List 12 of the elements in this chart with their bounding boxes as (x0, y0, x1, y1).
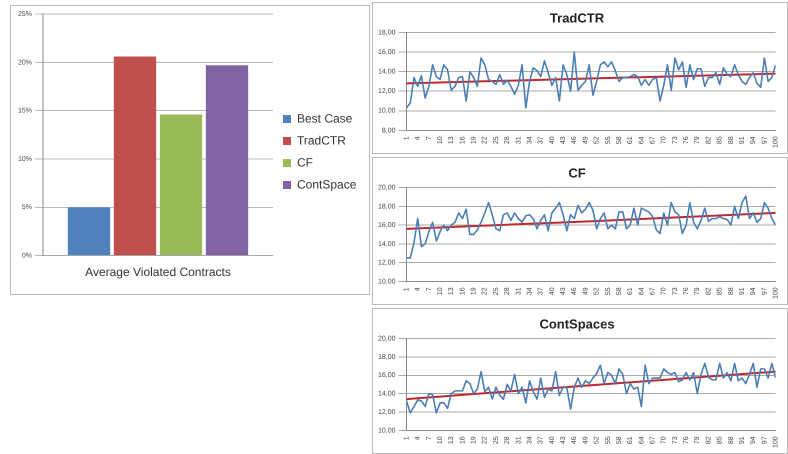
x-tick-label: Average Violated Contracts (85, 265, 231, 280)
legend-label: TradCTR (297, 133, 346, 148)
chart-title: TradCTR (550, 10, 605, 26)
chart-title: ContSpaces (539, 316, 615, 332)
legend-label: Best Case (297, 111, 353, 126)
legend-label: CF (297, 155, 313, 170)
bar (206, 65, 248, 256)
bar (68, 207, 110, 256)
bar (114, 56, 156, 256)
chart-title: CF (568, 165, 586, 180)
legend-label: ContSpace (297, 177, 357, 192)
bar (160, 114, 202, 256)
